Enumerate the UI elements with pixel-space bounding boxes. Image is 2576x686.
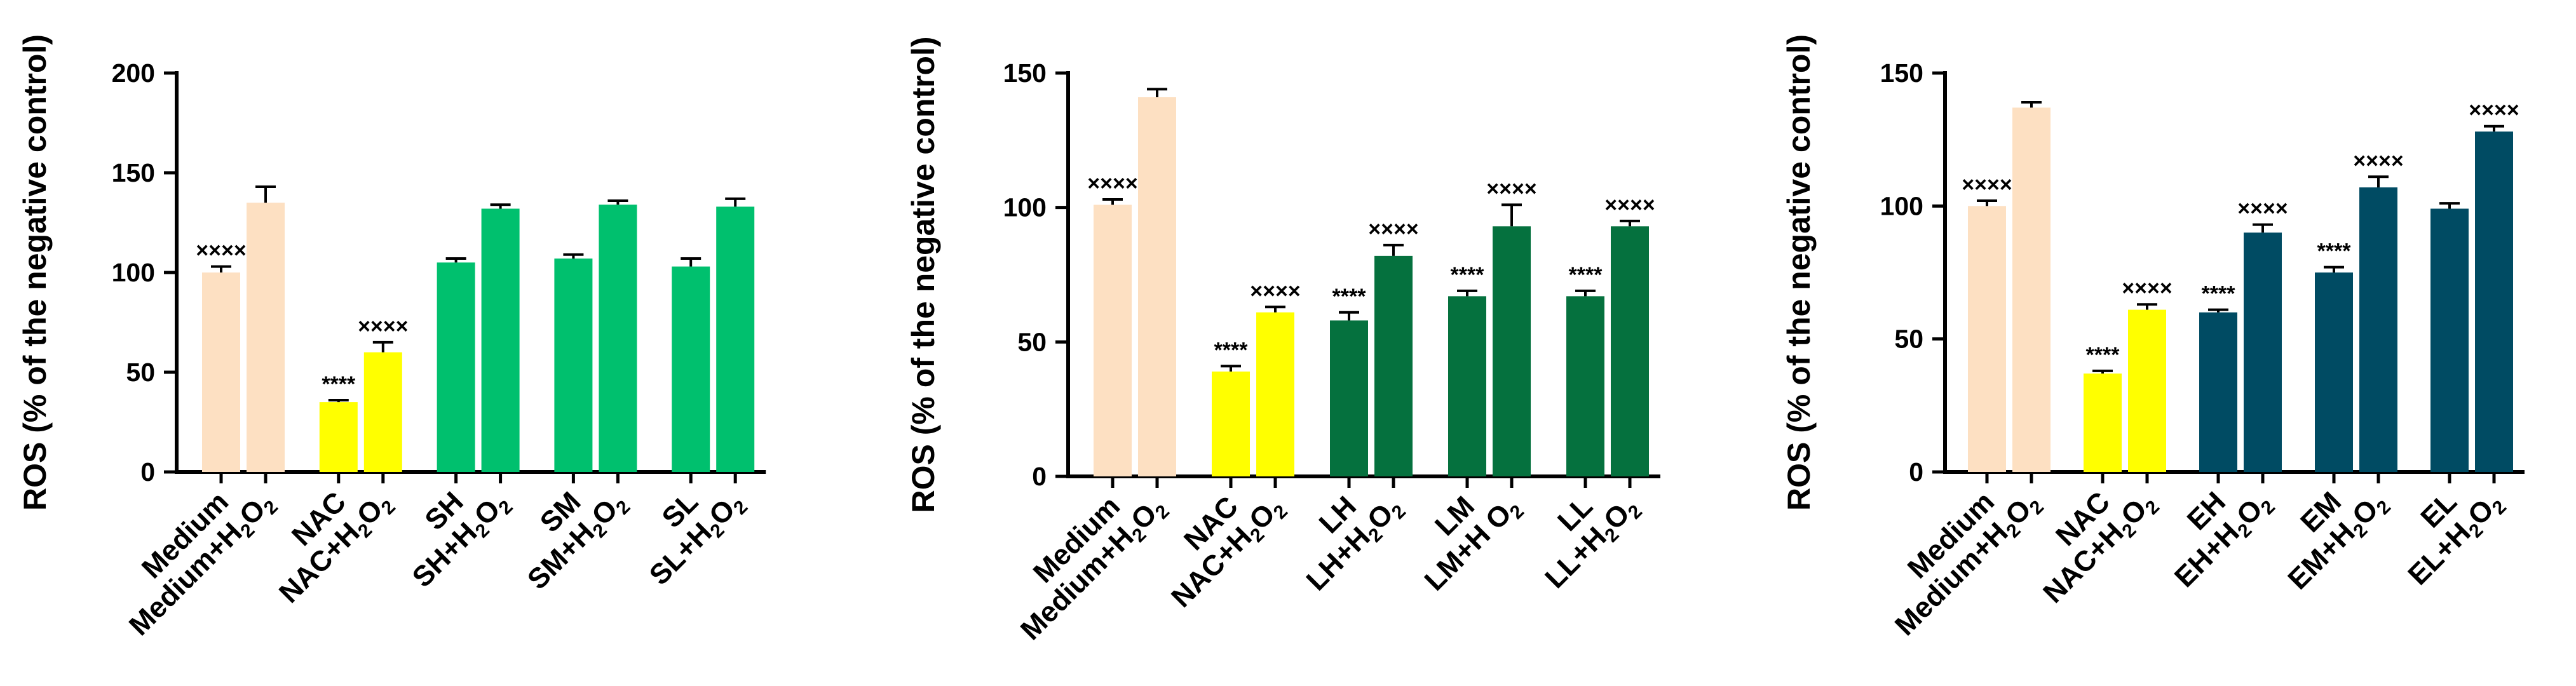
bar — [1330, 320, 1368, 476]
bar — [1212, 371, 1250, 476]
bar — [1611, 226, 1649, 476]
bar — [2128, 309, 2166, 472]
significance-label: ×××× — [2469, 98, 2519, 123]
chart-svg-1: 0 50 100 150 200 ROS (% of the negative contr… — [17, 34, 766, 642]
bar — [2012, 107, 2051, 473]
significance-label: ×××× — [2237, 197, 2288, 221]
chart-svg-3: 0 50 100 150 ROS (% of the negative control)… — [1781, 34, 2525, 642]
chart-panel-3: 0 50 100 150 ROS (% of the negative control)… — [1717, 0, 2575, 686]
significance-label: ×××× — [1087, 172, 1137, 196]
significance-label: **** — [1451, 263, 1485, 287]
bar — [599, 205, 637, 472]
y-tick-label: 200 — [112, 58, 155, 88]
chart-svg-2: 0 50 100 150 ROS (% of the negative control)… — [905, 36, 1660, 646]
bar — [1566, 296, 1604, 476]
x-tick-label: LL+H2O2 — [1538, 490, 1646, 598]
significance-label: ×××× — [1250, 279, 1300, 303]
y-tick-label: 0 — [1909, 457, 1923, 487]
bar — [672, 266, 710, 472]
bar — [554, 259, 593, 472]
bar — [437, 262, 475, 472]
y-axis-title: ROS (% of the negative control) — [905, 36, 941, 513]
bar — [2475, 131, 2513, 472]
y-axis-title: ROS (% of the negative control) — [17, 34, 53, 511]
y-tick-label: 0 — [1032, 462, 1047, 491]
bar — [363, 352, 402, 472]
bar — [2084, 373, 2122, 472]
y-tick-label: 100 — [1003, 193, 1047, 222]
bar — [2199, 312, 2237, 472]
y-tick-label: 50 — [1017, 327, 1047, 356]
significance-label: ×××× — [2353, 149, 2403, 173]
bar — [202, 272, 240, 472]
y-tick-label: 50 — [126, 358, 155, 387]
bar — [1493, 226, 1531, 476]
bar — [2359, 187, 2397, 472]
significance-label: **** — [322, 372, 356, 396]
significance-label: ×××× — [1486, 177, 1536, 201]
significance-label: **** — [2086, 343, 2120, 367]
y-tick-label: 50 — [1894, 325, 1923, 354]
y-tick-label: 150 — [1003, 58, 1047, 88]
significance-label: ×××× — [358, 314, 408, 339]
bar — [1256, 312, 1294, 476]
y-tick-label: 100 — [112, 258, 155, 287]
chart-panel-2: 0 50 100 150 ROS (% of the negative control)… — [858, 0, 1717, 686]
significance-label: ×××× — [1962, 173, 2012, 197]
significance-label: **** — [2202, 282, 2236, 306]
bar — [2430, 208, 2469, 472]
chart-panel-1: 0 50 100 150 200 ROS (% of the negative contr… — [0, 0, 858, 686]
significance-label: ×××× — [196, 239, 246, 263]
bar — [319, 402, 358, 472]
significance-label: ×××× — [1604, 193, 1655, 217]
y-tick-label: 150 — [112, 158, 155, 187]
bar — [247, 203, 285, 472]
bar — [1138, 97, 1176, 477]
significance-label: **** — [1214, 338, 1249, 362]
significance-label: **** — [1569, 263, 1603, 287]
bar — [716, 206, 755, 472]
y-tick-label: 0 — [140, 457, 155, 487]
y-axis-title: ROS (% of the negative control) — [1781, 34, 1817, 511]
y-tick-label: 100 — [1880, 191, 1923, 220]
bar — [2244, 232, 2282, 472]
bar — [2315, 272, 2353, 472]
y-tick-label: 150 — [1880, 58, 1923, 88]
bar — [1448, 296, 1486, 476]
bar — [1968, 206, 2006, 472]
significance-label: **** — [2317, 239, 2352, 264]
bar — [481, 208, 520, 472]
significance-label: ×××× — [2122, 276, 2172, 300]
significance-label: **** — [1332, 285, 1367, 309]
bar — [1094, 205, 1132, 476]
significance-label: ×××× — [1368, 217, 1418, 241]
bar — [1374, 255, 1413, 476]
